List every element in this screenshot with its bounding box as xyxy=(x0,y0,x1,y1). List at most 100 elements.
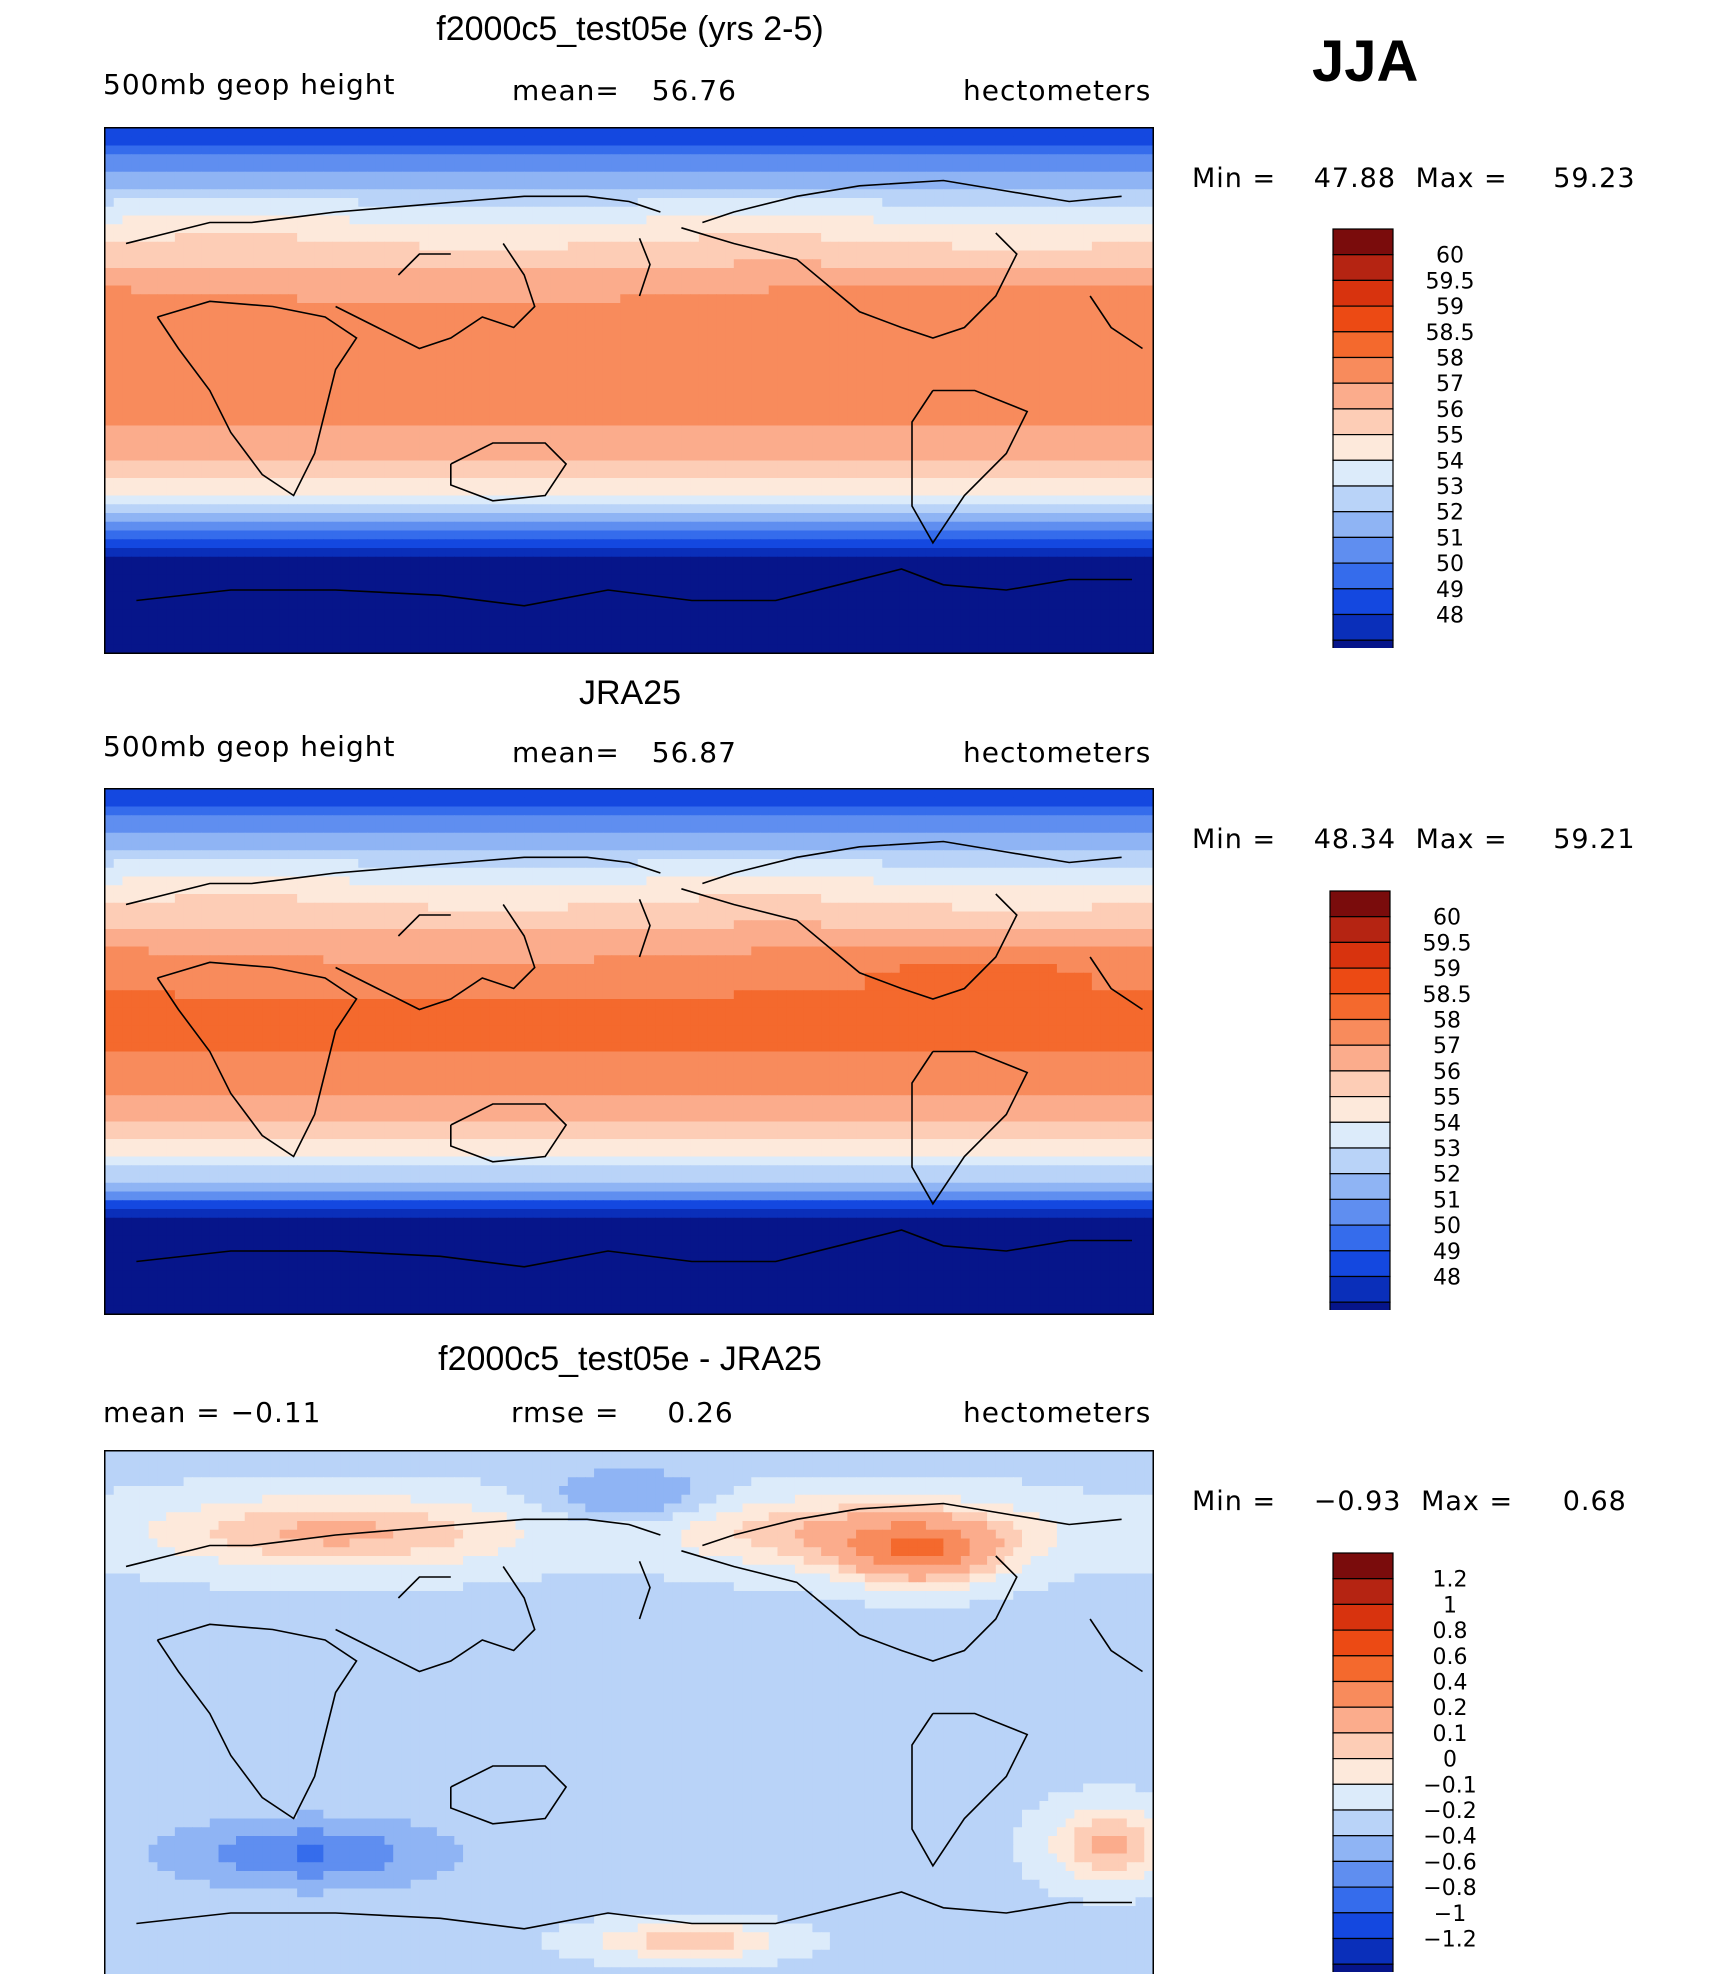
field-cell xyxy=(1039,189,1049,199)
field-cell xyxy=(611,163,621,173)
field-cell xyxy=(681,329,691,339)
field-cell xyxy=(646,268,656,278)
field-cell xyxy=(498,355,508,365)
field-cell xyxy=(244,180,255,190)
field-cell xyxy=(969,276,979,287)
field-cell xyxy=(952,355,962,365)
field-cell xyxy=(506,233,517,243)
field-cell xyxy=(760,399,770,409)
field-cell xyxy=(541,451,551,462)
field-cell xyxy=(1013,250,1023,260)
field-cell xyxy=(794,171,805,182)
field-cell xyxy=(585,320,595,330)
field-cell xyxy=(463,311,473,322)
field-cell xyxy=(725,163,735,173)
field-cell xyxy=(550,180,560,190)
field-cell xyxy=(751,163,761,173)
field-cell xyxy=(899,163,910,173)
field-cell xyxy=(934,198,944,208)
field-cell xyxy=(1135,478,1145,488)
field-cell xyxy=(105,233,115,243)
field-cell xyxy=(952,241,962,252)
field-cell xyxy=(751,224,761,234)
field-cell xyxy=(297,276,307,287)
field-cell xyxy=(760,329,770,339)
field-cell xyxy=(934,154,944,164)
field-cell xyxy=(995,198,1006,208)
field-cell xyxy=(803,399,813,409)
field-cell xyxy=(812,145,822,155)
field-cell xyxy=(1065,285,1075,295)
field-cell xyxy=(279,486,289,497)
field-cell xyxy=(401,154,412,164)
field-cell xyxy=(969,416,979,427)
field-cell xyxy=(751,268,761,278)
field-cell xyxy=(629,163,639,173)
field-cell xyxy=(681,390,691,400)
field-cell xyxy=(856,338,866,348)
field-cell xyxy=(1091,399,1102,409)
field-cell xyxy=(401,364,412,374)
field-cell xyxy=(201,311,211,322)
field-cell xyxy=(358,189,368,199)
field-cell xyxy=(384,285,394,295)
field-cell xyxy=(585,443,595,453)
field-cell xyxy=(585,329,595,339)
field-cell xyxy=(1100,189,1110,199)
field-cell xyxy=(262,320,272,330)
field-cell xyxy=(899,381,910,392)
field-cell xyxy=(367,399,377,409)
field-cell xyxy=(419,469,429,479)
field-cell xyxy=(908,303,918,313)
field-cell xyxy=(742,268,752,278)
field-cell xyxy=(1100,390,1110,400)
field-cell xyxy=(384,434,394,444)
field-cell xyxy=(428,364,438,374)
field-cell xyxy=(952,346,962,357)
field-cell xyxy=(454,154,464,164)
field-cell xyxy=(541,373,551,383)
field-cell xyxy=(1065,215,1075,225)
field-cell xyxy=(733,329,744,339)
field-cell xyxy=(532,136,543,147)
field-cell xyxy=(576,241,586,252)
field-cell xyxy=(917,171,927,182)
field-cell xyxy=(1065,259,1075,269)
field-cell xyxy=(515,233,525,243)
field-cell xyxy=(987,451,997,462)
field-cell xyxy=(716,276,726,287)
field-cell xyxy=(969,364,979,374)
field-cell xyxy=(270,198,281,208)
field-cell xyxy=(209,434,220,444)
field-cell xyxy=(489,443,499,453)
field-cell xyxy=(236,189,246,199)
field-cell xyxy=(908,329,918,339)
field-cell xyxy=(1004,364,1014,374)
field-cell xyxy=(829,311,840,322)
field-cell xyxy=(393,198,403,208)
field-cell xyxy=(838,303,848,313)
field-cell xyxy=(567,416,578,427)
field-cell xyxy=(585,294,595,304)
field-cell xyxy=(1126,294,1137,304)
panel-center-label: mean= 56.76 xyxy=(512,74,737,107)
field-cell xyxy=(1022,469,1032,479)
field-cell xyxy=(803,311,813,322)
field-cell xyxy=(550,346,560,357)
field-cell xyxy=(987,128,997,138)
field-cell xyxy=(978,171,988,182)
field-cell xyxy=(524,259,534,269)
field-cell xyxy=(1065,416,1075,427)
field-cell xyxy=(480,180,490,190)
field-cell xyxy=(262,381,272,392)
field-cell xyxy=(925,198,936,208)
field-cell xyxy=(960,381,971,392)
field-cell xyxy=(297,163,307,173)
field-cell xyxy=(1091,364,1102,374)
field-cell xyxy=(1100,154,1110,164)
field-cell xyxy=(1118,276,1128,287)
field-cell xyxy=(768,259,779,269)
field-cell xyxy=(428,381,438,392)
field-cell xyxy=(655,364,665,374)
field-cell xyxy=(498,381,508,392)
